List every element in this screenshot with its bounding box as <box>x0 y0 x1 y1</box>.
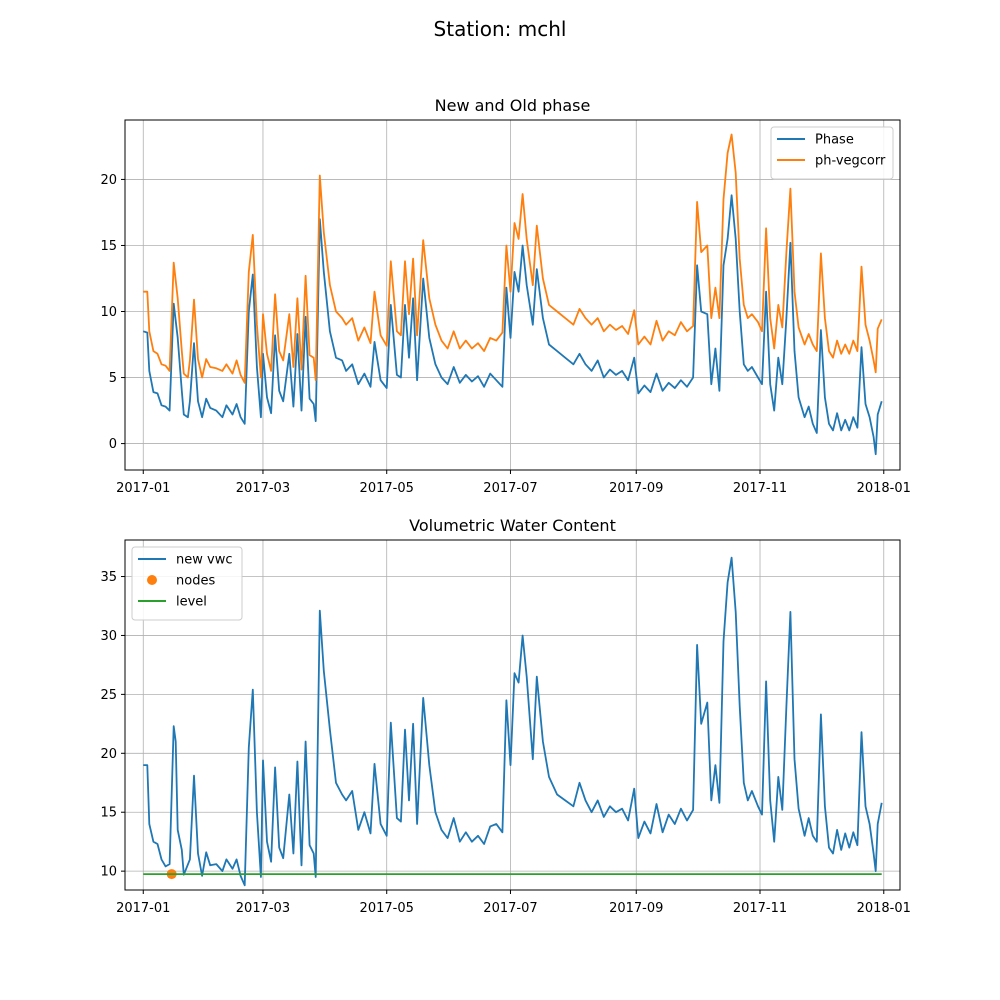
x-tick-label: 2017-03 <box>236 481 290 496</box>
legend-marker <box>147 575 157 585</box>
x-tick-label: 2018-01 <box>857 901 911 916</box>
x-tick-label: 2017-09 <box>609 481 663 496</box>
legend: new vwc nodes level <box>131 546 243 621</box>
plot-frame <box>124 119 901 471</box>
x-tick-label: 2017-11 <box>733 901 787 916</box>
x-tick-label: 2018-01 <box>857 481 911 496</box>
y-tick-label: 35 <box>100 570 117 585</box>
legend-label: Phase <box>815 133 854 148</box>
y-tick-label: 15 <box>100 806 117 821</box>
legend-label: ph-vegcorr <box>815 154 886 169</box>
y-tick-label: 15 <box>100 239 117 254</box>
x-tick-label: 2017-09 <box>609 901 663 916</box>
vwc-chart: Volumetric Water Content 2017-01 2017-03 20… <box>100 516 910 916</box>
y-tick-label: 25 <box>100 688 117 703</box>
y-tick-label: 10 <box>100 865 117 880</box>
x-tick-label: 2017-01 <box>116 901 170 916</box>
legend: Phase ph-vegcorr <box>770 126 894 180</box>
series-line-ph-vegcorr <box>143 133 883 384</box>
legend-label: level <box>176 595 207 610</box>
x-tick-label: 2017-01 <box>116 481 170 496</box>
plot-frame <box>124 539 901 891</box>
legend-label: nodes <box>176 574 215 589</box>
figure-suptitle: Station: mchl <box>434 17 567 41</box>
y-tick-label: 30 <box>100 629 117 644</box>
chart-title: New and Old phase <box>435 96 591 115</box>
y-tick-label: 10 <box>100 305 117 320</box>
y-tick-label: 0 <box>109 437 117 452</box>
series-line-new-vwc <box>143 556 883 887</box>
y-tick-label: 20 <box>100 173 117 188</box>
y-tick-label: 5 <box>109 371 117 386</box>
x-tick-label: 2017-03 <box>236 901 290 916</box>
x-tick-label: 2017-07 <box>483 901 537 916</box>
x-tick-label: 2017-07 <box>483 481 537 496</box>
x-tick-label: 2017-05 <box>360 901 414 916</box>
x-tick-label: 2017-05 <box>360 481 414 496</box>
x-tick-label: 2017-11 <box>733 481 787 496</box>
phase-chart: New and Old phase 2017-01 2017-03 2017-05 20… <box>100 96 910 496</box>
series-line-Phase <box>143 194 883 456</box>
legend-label: new vwc <box>176 553 232 568</box>
chart-title: Volumetric Water Content <box>409 516 616 535</box>
y-tick-label: 20 <box>100 747 117 762</box>
